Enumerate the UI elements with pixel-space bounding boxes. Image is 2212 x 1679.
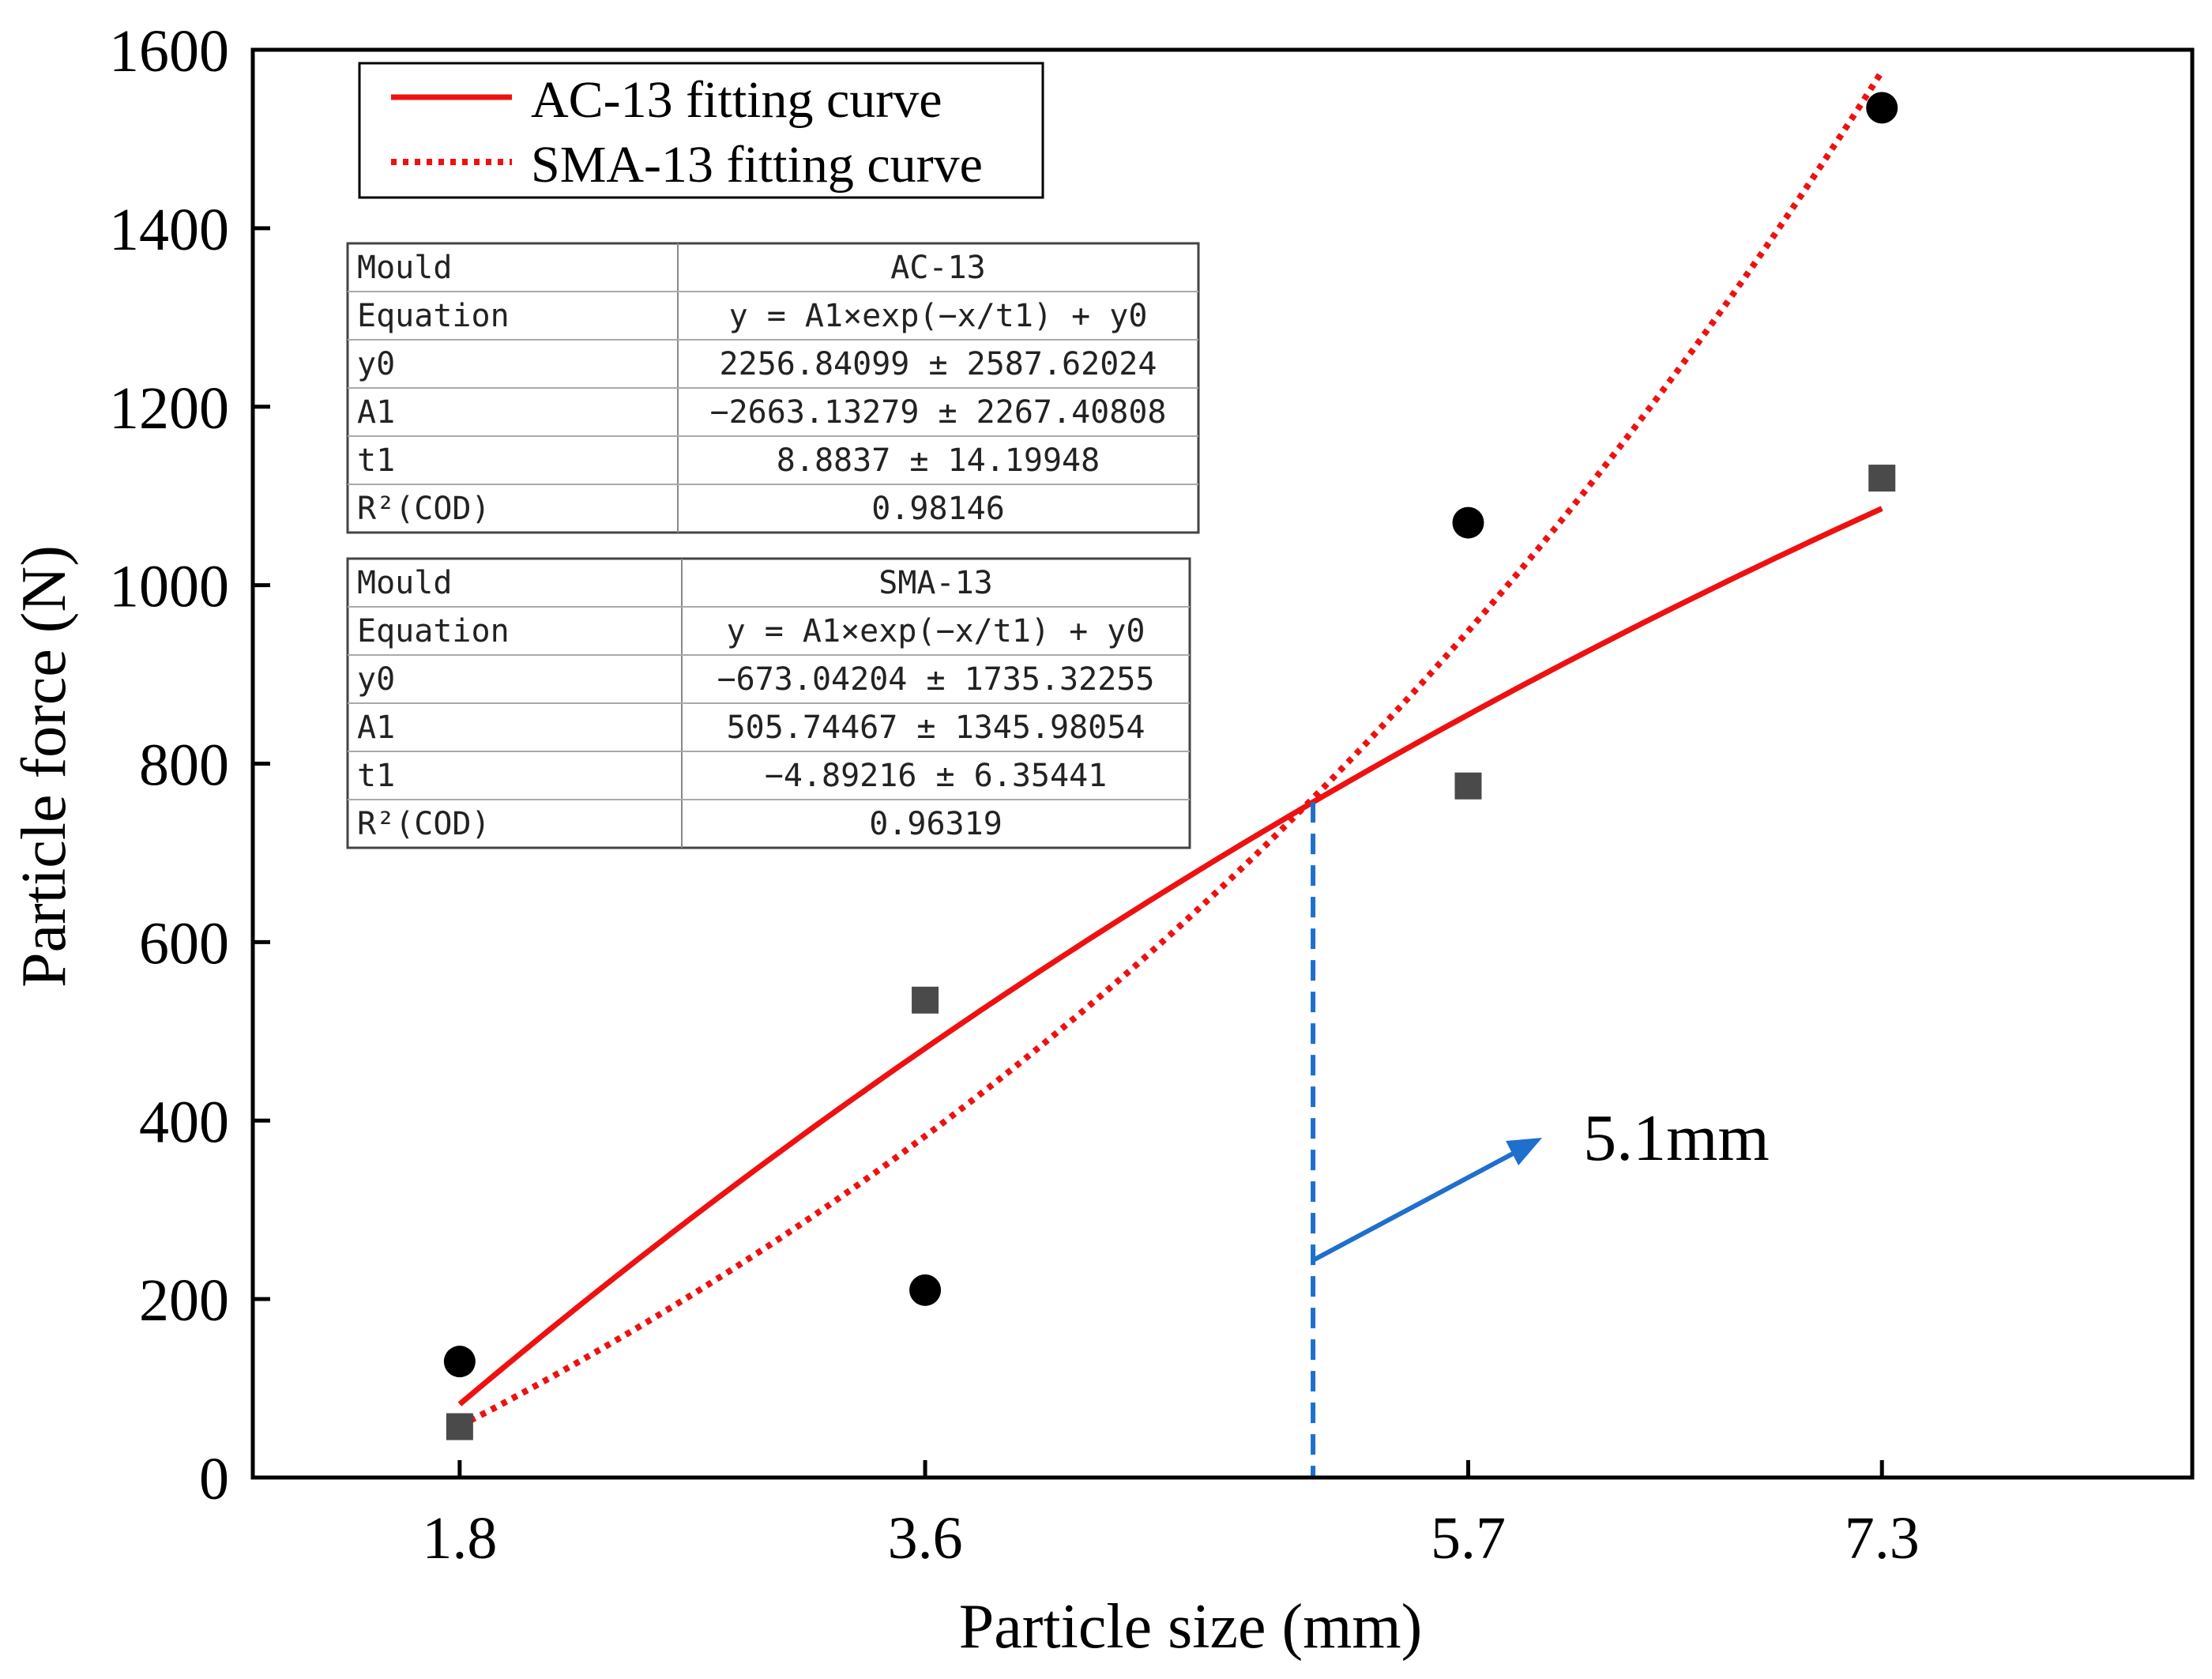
fit-table-param-value: AC-13 [890, 250, 985, 286]
annotation-arrow-shaft [1311, 1144, 1528, 1263]
y-tick-label: 1400 [109, 197, 229, 263]
fit-table-param-name: y0 [357, 346, 395, 382]
x-tick-label: 7.3 [1845, 1505, 1920, 1572]
sma13-fit-curve [458, 70, 1885, 1429]
fit-table-param-value: 2256.84099 ± 2587.62024 [720, 346, 1157, 382]
y-tick-label: 600 [139, 910, 229, 977]
annotation-arrow-head [1506, 1138, 1543, 1165]
y-tick-label: 400 [139, 1089, 229, 1155]
fit-curves [457, 70, 1885, 1429]
fit-table-param-name: Equation [357, 298, 510, 334]
fit-table: Mould SMA-13 Equation y = A1×exp(−x/t1) + y… [346, 557, 1191, 849]
sma13-data-point [1452, 506, 1484, 539]
fit-table-param-name: t1 [357, 758, 395, 794]
fit-table-param-name: Equation [357, 613, 510, 649]
ac13-data-point [446, 1413, 473, 1440]
annotation-label: 5.1mm [1583, 1101, 1770, 1175]
intersection-annotation: 5.1mm [1311, 802, 1770, 1478]
y-tick-label: 1200 [109, 375, 229, 442]
y-tick-label: 800 [139, 732, 229, 799]
legend: AC-13 fitting curve SMA-13 fitting curve [358, 62, 1044, 199]
sma13-data-point [909, 1274, 942, 1306]
fit-tables: Mould AC-13 Equation y = A1×exp(−x/t1) + y0… [346, 242, 1200, 849]
y-tick-label: 1600 [109, 18, 229, 85]
fit-table-param-name: t1 [357, 442, 395, 479]
fit-table-param-value: 0.96319 [869, 806, 1003, 842]
fit-table-param-name: Mould [357, 250, 452, 286]
sma13-data-point [1866, 92, 1898, 124]
x-tick-label: 5.7 [1431, 1505, 1506, 1572]
x-tick-label: 3.6 [888, 1505, 963, 1572]
x-tick-label: 1.8 [422, 1505, 497, 1572]
fit-table-param-value: −4.89216 ± 6.35441 [765, 758, 1107, 794]
ac13-data-point [1868, 465, 1896, 492]
fit-table-param-name: Mould [357, 565, 452, 601]
legend-entry-label: AC-13 fitting curve [531, 71, 942, 129]
data-points [443, 92, 1898, 1440]
y-axis-label: Particle force (N) [9, 545, 79, 988]
fit-table-param-value: 8.8837 ± 14.19948 [777, 442, 1100, 479]
fit-table-param-name: A1 [357, 710, 395, 746]
fit-table-param-value: −2663.13279 ± 2267.40808 [710, 394, 1167, 431]
fit-table-param-value: 505.74467 ± 1345.98054 [727, 710, 1146, 746]
legend-box [358, 62, 1044, 199]
fit-table-param-value: y = A1×exp(−x/t1) + y0 [729, 298, 1148, 334]
axis-labels: Particle size (mm) Particle force (N) [9, 545, 1422, 1662]
fit-table-param-name: A1 [357, 394, 395, 431]
fit-table-param-name: y0 [357, 661, 395, 698]
ac13-data-point [1454, 772, 1482, 800]
ac13-data-point [912, 986, 939, 1014]
fit-table-param-name: R²(COD) [357, 806, 491, 842]
fit-table-param-value: −673.04204 ± 1735.32255 [717, 661, 1155, 698]
fit-table-param-value: y = A1×exp(−x/t1) + y0 [727, 613, 1146, 649]
fit-table-param-name: R²(COD) [357, 491, 491, 527]
axes: 0 200 400 600 800 1000 1200 1400 1600 1.8 3.6 5.7 7.… [109, 18, 2195, 1572]
y-tick-label: 200 [139, 1267, 229, 1334]
y-tick-label: 1000 [109, 554, 229, 620]
x-axis-label: Particle size (mm) [959, 1592, 1422, 1662]
fit-table-param-value: SMA-13 [878, 565, 993, 601]
fit-table: Mould AC-13 Equation y = A1×exp(−x/t1) + y0… [346, 242, 1200, 534]
y-tick-label: 0 [199, 1446, 229, 1512]
legend-entry-label: SMA-13 fitting curve [531, 136, 983, 194]
ac13-fit-curve [457, 506, 1883, 1406]
fit-table-param-value: 0.98146 [871, 491, 1005, 527]
sma13-data-point [443, 1346, 476, 1378]
